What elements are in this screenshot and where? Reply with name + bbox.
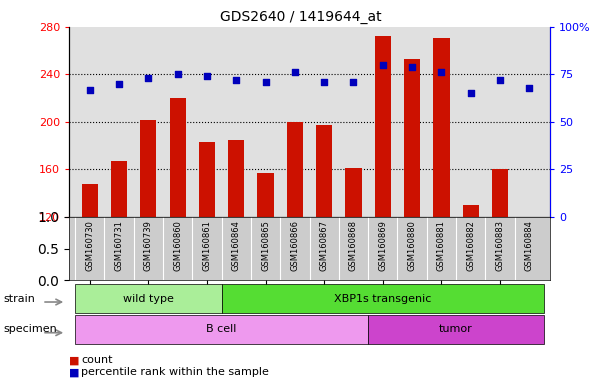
Text: strain: strain bbox=[3, 293, 35, 304]
Text: count: count bbox=[81, 355, 112, 365]
Text: GSM160866: GSM160866 bbox=[290, 220, 299, 271]
Bar bbox=[257, 173, 273, 217]
Text: GSM160882: GSM160882 bbox=[466, 220, 475, 271]
Point bbox=[290, 70, 300, 76]
Point bbox=[85, 86, 94, 93]
Text: GSM160865: GSM160865 bbox=[261, 220, 270, 271]
Text: B cell: B cell bbox=[206, 324, 237, 334]
Text: GSM160869: GSM160869 bbox=[378, 220, 387, 271]
Text: GSM160730: GSM160730 bbox=[85, 220, 94, 271]
Bar bbox=[82, 184, 98, 217]
Text: GSM160884: GSM160884 bbox=[525, 220, 534, 271]
Point bbox=[437, 70, 447, 76]
Text: XBP1s transgenic: XBP1s transgenic bbox=[334, 293, 432, 304]
Point bbox=[378, 62, 388, 68]
Text: GSM160880: GSM160880 bbox=[407, 220, 416, 271]
Bar bbox=[521, 217, 537, 224]
Point bbox=[144, 75, 153, 81]
Text: GSM160867: GSM160867 bbox=[320, 220, 329, 271]
Point bbox=[466, 90, 475, 96]
Bar bbox=[492, 169, 508, 217]
Text: GDS2640 / 1419644_at: GDS2640 / 1419644_at bbox=[220, 10, 381, 23]
Text: GSM160868: GSM160868 bbox=[349, 220, 358, 271]
Text: percentile rank within the sample: percentile rank within the sample bbox=[81, 367, 269, 377]
Point bbox=[172, 71, 182, 78]
Text: GSM160864: GSM160864 bbox=[232, 220, 241, 271]
Text: tumor: tumor bbox=[439, 324, 473, 334]
Point bbox=[407, 64, 417, 70]
Text: wild type: wild type bbox=[123, 293, 174, 304]
Text: GSM160881: GSM160881 bbox=[437, 220, 446, 271]
Bar bbox=[404, 59, 420, 217]
Text: GSM160731: GSM160731 bbox=[114, 220, 123, 271]
Point bbox=[349, 79, 358, 85]
Bar bbox=[199, 142, 215, 217]
Text: GSM160861: GSM160861 bbox=[203, 220, 212, 271]
Bar bbox=[433, 38, 450, 217]
Bar bbox=[228, 140, 244, 217]
Point bbox=[202, 73, 212, 79]
Point bbox=[319, 79, 329, 85]
Point bbox=[261, 79, 270, 85]
Text: GSM160739: GSM160739 bbox=[144, 220, 153, 271]
Bar bbox=[169, 98, 186, 217]
Bar bbox=[287, 122, 303, 217]
Point bbox=[231, 77, 241, 83]
Bar bbox=[375, 36, 391, 217]
Text: ■: ■ bbox=[69, 367, 79, 377]
Point bbox=[495, 77, 505, 83]
Bar bbox=[346, 168, 362, 217]
Text: specimen: specimen bbox=[3, 324, 56, 334]
Text: GSM160883: GSM160883 bbox=[496, 220, 505, 271]
Bar bbox=[316, 126, 332, 217]
Bar bbox=[140, 119, 156, 217]
Bar bbox=[463, 205, 479, 217]
Text: ■: ■ bbox=[69, 355, 79, 365]
Point bbox=[114, 81, 124, 87]
Point bbox=[525, 84, 534, 91]
Text: GSM160860: GSM160860 bbox=[173, 220, 182, 271]
Bar bbox=[111, 161, 127, 217]
